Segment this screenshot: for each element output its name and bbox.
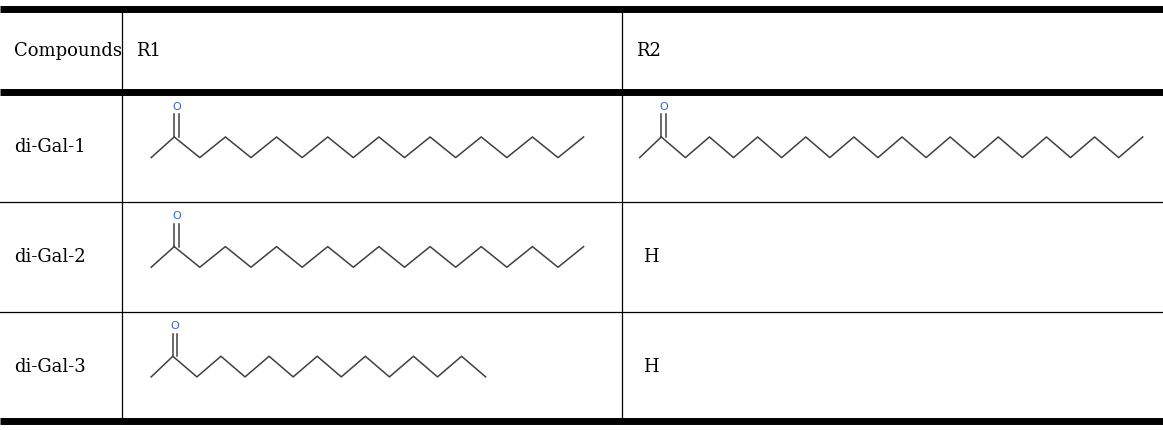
Text: O: O [659,101,668,112]
Text: O: O [171,321,179,331]
Text: di-Gal-2: di-Gal-2 [14,248,86,266]
Text: di-Gal-3: di-Gal-3 [14,358,86,375]
Text: Compounds: Compounds [14,42,122,59]
Text: H: H [643,358,658,375]
Text: H: H [643,248,658,266]
Text: R2: R2 [636,42,661,59]
Text: O: O [172,101,181,112]
Text: di-Gal-1: di-Gal-1 [14,138,86,156]
Text: O: O [172,211,181,221]
Text: R1: R1 [136,42,160,59]
